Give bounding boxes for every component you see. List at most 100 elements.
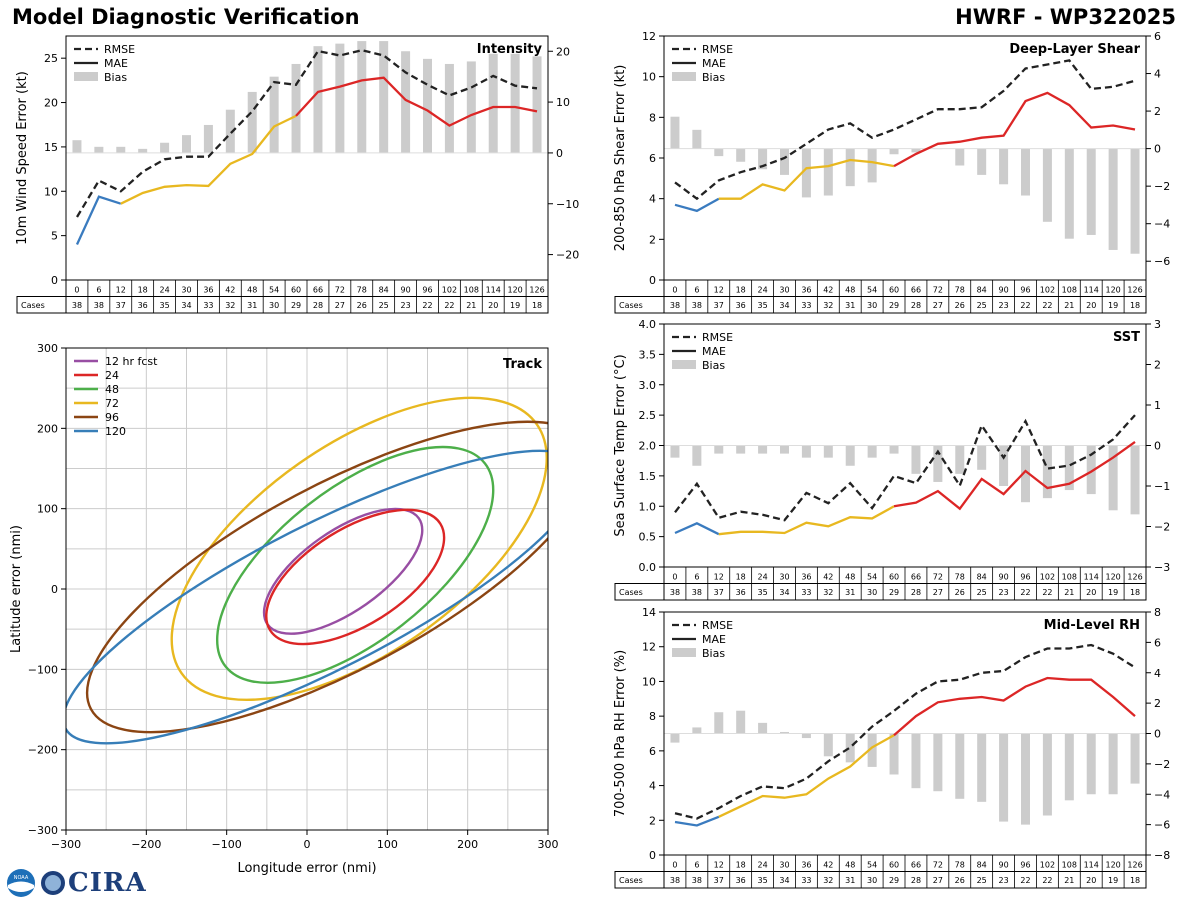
- bias-bar: [911, 733, 921, 789]
- bias-bar: [955, 148, 965, 166]
- bias-bar: [269, 76, 279, 153]
- y2-tick-label: 1: [1154, 399, 1161, 412]
- bias-bar: [823, 733, 833, 757]
- hour-label: 96: [422, 286, 432, 295]
- y-tick-label: 10: [642, 675, 656, 688]
- y-tick-label: 300: [37, 342, 58, 355]
- case-count: 30: [867, 301, 877, 310]
- hour-label: 66: [911, 861, 921, 870]
- mae-line-late: [893, 440, 1136, 511]
- hour-label: 120: [507, 286, 522, 295]
- case-count: 18: [1130, 301, 1140, 310]
- bias-bar: [911, 148, 921, 153]
- ellipses: [66, 396, 548, 745]
- y2-tick-label: 2: [1154, 697, 1161, 710]
- hour-label: 54: [867, 286, 877, 295]
- hour-label: 6: [96, 286, 101, 295]
- y2-tick-label: −6: [1154, 819, 1170, 832]
- y-axis-label: Latitude error (nmi): [9, 525, 24, 653]
- legend-label: MAE: [702, 57, 726, 70]
- bias-bar: [889, 148, 899, 155]
- bias-bar: [845, 445, 855, 466]
- case-count: 21: [1064, 876, 1074, 885]
- hour-label: 84: [977, 573, 987, 582]
- case-count: 28: [911, 876, 921, 885]
- bias-bar: [182, 135, 191, 153]
- y2-tick-label: 10: [556, 96, 570, 109]
- case-count: 26: [955, 301, 965, 310]
- x-tick-label: 300: [538, 838, 559, 851]
- hour-label: 60: [889, 861, 899, 870]
- chart-title: SST: [1113, 330, 1140, 345]
- hour-label: 96: [1020, 573, 1030, 582]
- case-count: 31: [845, 301, 855, 310]
- bias-bar: [1086, 148, 1096, 235]
- y2-tick-label: −10: [556, 198, 579, 211]
- case-count: 19: [510, 301, 520, 310]
- noaa-seal-text: NOAA: [14, 875, 29, 881]
- case-count: 30: [867, 588, 877, 597]
- chart-track: −300−300 −200 −200 −100 −100 0 0 100 100 200 200 30…: [9, 342, 559, 876]
- y-tick-label: 2.0: [639, 440, 657, 453]
- hour-label: 120: [1105, 861, 1120, 870]
- bias-bar: [1108, 733, 1118, 795]
- legend-label: 12 hr fcst: [105, 355, 158, 368]
- bias-bar: [889, 733, 899, 775]
- mae-line-mid: [718, 734, 895, 818]
- x-tick-label: 200: [457, 838, 478, 851]
- bias-bar: [933, 733, 943, 792]
- hour-label: 12: [714, 861, 724, 870]
- legend-label: Bias: [702, 359, 725, 372]
- hour-label: 60: [889, 573, 899, 582]
- noaa-seal-icon: NOAA: [7, 869, 35, 897]
- bias-bar: [291, 63, 301, 153]
- x-tick-label: −200: [131, 838, 161, 851]
- y2-tick-label: 20: [556, 45, 570, 58]
- hour-label: 108: [464, 286, 479, 295]
- y-tick-label: 3.5: [639, 348, 657, 361]
- y-axis-label: 200-850 hPa Shear Error (kt): [613, 65, 628, 252]
- bias-bar: [801, 733, 811, 739]
- case-count: 31: [845, 588, 855, 597]
- bias-bar: [867, 733, 877, 767]
- bias-bar: [933, 445, 943, 482]
- hour-label: 42: [823, 573, 833, 582]
- legend-swatch-bias: [672, 648, 696, 657]
- legend-label: Bias: [104, 71, 127, 84]
- bias-bar: [1042, 445, 1052, 499]
- bias-bar: [714, 148, 724, 157]
- bias-bar: [867, 445, 877, 458]
- case-count: 19: [1108, 876, 1118, 885]
- y-tick-label: 0.5: [639, 531, 657, 544]
- hour-label: 24: [159, 286, 169, 295]
- hour-label: 60: [889, 286, 899, 295]
- mae-line-early: [75, 195, 122, 245]
- hour-label: 18: [138, 286, 148, 295]
- case-count: 20: [1086, 876, 1096, 885]
- hour-label: 78: [955, 861, 965, 870]
- hour-label: 48: [247, 286, 257, 295]
- y-tick-label: 2.5: [639, 409, 657, 422]
- y-tick-label: 15: [44, 141, 58, 154]
- mae-line-mid: [718, 505, 895, 536]
- y-tick-label: 12: [642, 641, 656, 654]
- hour-label: 12: [714, 573, 724, 582]
- y-tick-label: 0: [649, 849, 656, 862]
- y-tick-label: 0: [649, 274, 656, 287]
- hour-label: 48: [845, 286, 855, 295]
- case-count: 38: [670, 301, 680, 310]
- bias-bar: [736, 148, 746, 162]
- case-count: 32: [823, 876, 833, 885]
- y-tick-label: 200: [37, 422, 58, 435]
- track-ellipse: [170, 396, 548, 702]
- case-count: 23: [998, 301, 1008, 310]
- bias-bar: [999, 445, 1009, 486]
- hour-label: 120: [1105, 286, 1120, 295]
- y2-tick-label: 2: [1154, 105, 1161, 118]
- bias-bar: [714, 445, 724, 454]
- hour-label: 36: [801, 286, 811, 295]
- bias-bar: [999, 148, 1009, 185]
- legend-swatch-bias: [74, 72, 98, 81]
- bias-bar: [203, 124, 213, 153]
- y2-tick-label: 8: [1154, 606, 1161, 619]
